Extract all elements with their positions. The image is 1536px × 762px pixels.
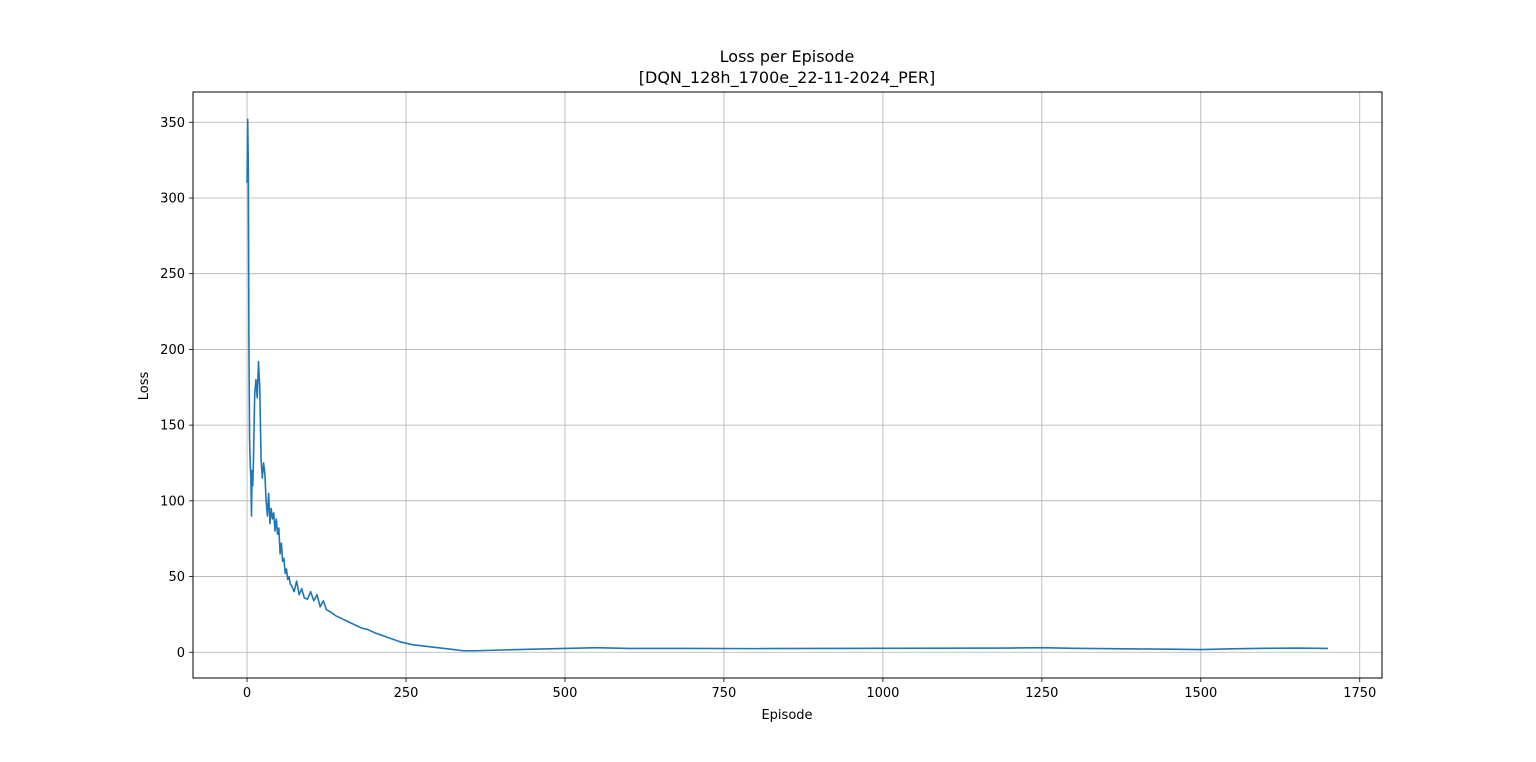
y-tick-label: 150 [160,419,185,434]
y-tick-label: 300 [160,191,185,206]
y-axis-label: Loss [137,372,152,401]
y-tick-label: 50 [168,570,185,585]
y-tick-label: 0 [177,646,185,661]
x-tick-label: 1500 [1184,686,1217,701]
x-axis-label: Episode [761,708,812,723]
x-tick-label: 500 [553,686,578,701]
x-axis-ticks: 0 250 500 750 1000 1250 1500 1750 [243,678,1376,701]
plot-frame [192,91,1383,679]
loss-series-line [246,118,1328,652]
y-tick-label: 250 [160,267,185,282]
series-layer [246,118,1328,652]
y-tick-label: 200 [160,343,185,358]
chart-title: Loss per Episode [720,47,855,66]
grid-lines [193,92,1382,678]
y-tick-label: 350 [160,116,185,131]
y-axis-ticks: 0 50 100 150 200 250 300 350 [160,116,193,661]
x-tick-label: 250 [394,686,419,701]
y-tick-label: 100 [160,494,185,509]
x-tick-label: 1000 [866,686,899,701]
x-tick-label: 1750 [1343,686,1376,701]
chart-subtitle: [DQN_128h_1700e_22-11-2024_PER] [639,68,935,88]
x-tick-label: 1250 [1025,686,1058,701]
x-tick-label: 750 [712,686,737,701]
x-tick-label: 0 [243,686,251,701]
